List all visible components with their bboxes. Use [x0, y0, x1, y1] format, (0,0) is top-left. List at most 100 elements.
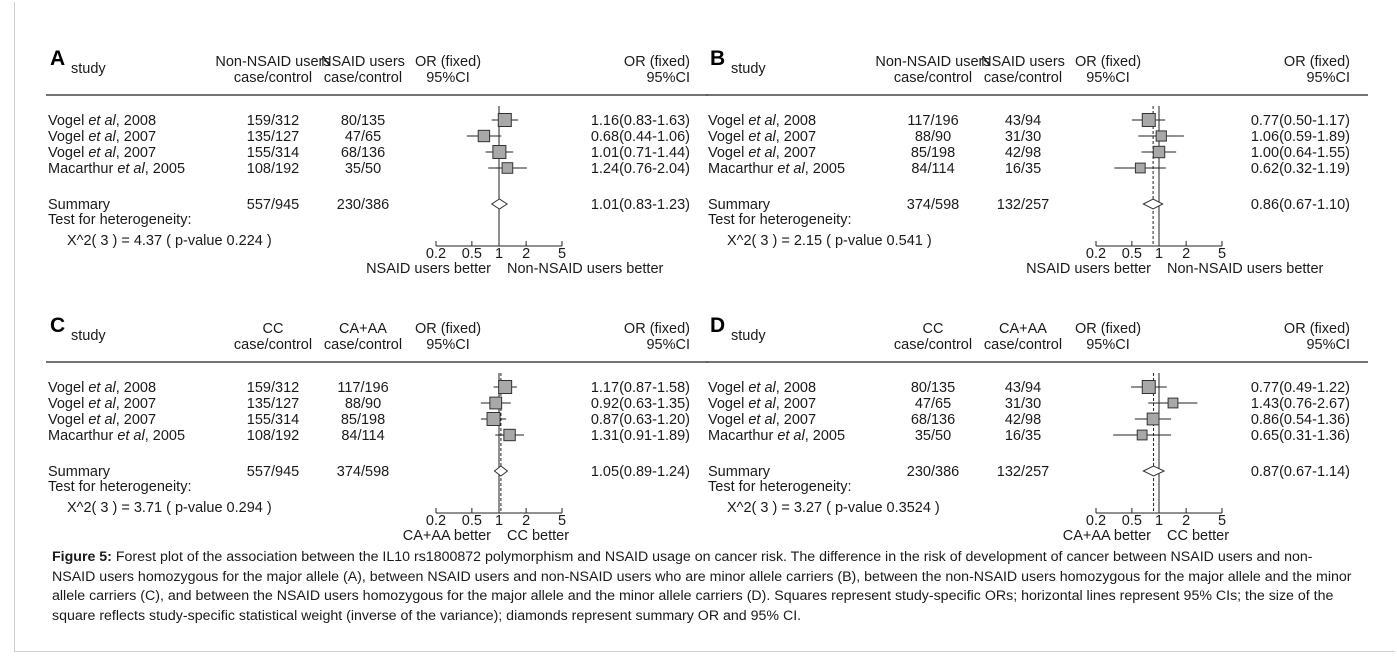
or-ci-value: 0.92(0.63-1.35) [591, 396, 690, 412]
study-label: Vogel et al, 2007 [48, 396, 156, 412]
summary-group2-counts: 132/257 [997, 464, 1049, 480]
study-label: Vogel et al, 2007 [708, 129, 816, 145]
study-or-square [1141, 380, 1156, 394]
study-or-square [1152, 145, 1166, 159]
header-group1-sub: case/control [894, 70, 972, 86]
or-ci-value: 0.68(0.44-1.06) [591, 129, 690, 145]
header-group1-sub: case/control [234, 70, 312, 86]
group2-counts: 31/30 [1005, 396, 1041, 412]
or-ci-value: 1.01(0.71-1.44) [591, 145, 690, 161]
study-year: , 2007 [116, 129, 156, 145]
study-etal: et al [117, 428, 145, 444]
summary-group2-counts: 374/598 [337, 464, 389, 480]
study-author: Vogel [708, 380, 748, 396]
summary-or-ci: 1.01(0.83-1.23) [591, 197, 690, 213]
study-label: Macarthur et al, 2005 [48, 428, 185, 444]
study-or-square [1136, 429, 1148, 441]
header-study: study [731, 61, 766, 77]
study-year: , 2007 [116, 412, 156, 428]
study-etal: et al [777, 428, 805, 444]
header-group1: CC [263, 321, 284, 337]
study-or-square [503, 428, 516, 442]
study-label: Macarthur et al, 2005 [48, 161, 185, 177]
header-ci-sub: 95%CI [646, 70, 690, 86]
study-author: Vogel [48, 129, 88, 145]
group1-counts: 155/314 [247, 145, 299, 161]
study-year: , 2008 [116, 113, 156, 129]
or-ci-value: 1.06(0.59-1.89) [1251, 129, 1350, 145]
x-tick-label: 5 [558, 513, 566, 529]
summary-label: Summary [708, 464, 771, 480]
or-ci-value: 1.24(0.76-2.04) [591, 161, 690, 177]
figure-caption: Figure 5: Forest plot of the association… [52, 548, 1352, 626]
header-group2: NSAID users [321, 54, 405, 70]
group1-counts: 80/135 [911, 380, 955, 396]
study-author: Vogel [708, 129, 748, 145]
x-tick-label: 1 [1155, 246, 1163, 262]
study-year: , 2007 [116, 145, 156, 161]
group2-counts: 117/196 [337, 380, 388, 396]
header-or-ci: 95%CI [1086, 70, 1130, 86]
study-author: Vogel [48, 113, 88, 129]
heterogeneity-stat: X^2( 3 ) = 3.27 ( p-value 0.3524 ) [727, 500, 940, 516]
study-label: Vogel et al, 2008 [708, 113, 816, 129]
study-etal: et al [88, 380, 116, 396]
study-year: , 2007 [776, 129, 816, 145]
panel-letter: A [50, 47, 65, 70]
study-label: Vogel et al, 2007 [48, 412, 156, 428]
study-label: Vogel et al, 2007 [708, 396, 816, 412]
summary-diamond [1142, 198, 1164, 210]
study-year: , 2008 [776, 113, 816, 129]
favors-left-label: CA+AA better [1063, 528, 1151, 544]
favors-left-label: CA+AA better [403, 528, 491, 544]
group1-counts: 155/314 [247, 412, 299, 428]
study-year: , 2008 [776, 380, 816, 396]
study-author: Vogel [708, 396, 748, 412]
study-or-square [1155, 130, 1167, 142]
x-tick-label: 0.5 [462, 513, 482, 529]
study-etal: et al [748, 396, 776, 412]
favors-right-label: CC better [507, 528, 569, 544]
group1-counts: 117/196 [907, 113, 958, 129]
header-group2: CA+AA [339, 321, 387, 337]
study-year: , 2005 [805, 161, 845, 177]
group2-counts: 85/198 [341, 412, 385, 428]
header-group2-sub: case/control [984, 70, 1062, 86]
study-year: , 2005 [145, 161, 185, 177]
study-year: , 2005 [805, 428, 845, 444]
or-ci-value: 1.00(0.64-1.55) [1251, 145, 1350, 161]
study-year: , 2008 [116, 380, 156, 396]
study-etal: et al [88, 145, 116, 161]
panel-letter: B [710, 47, 725, 70]
favors-left-label: NSAID users better [1026, 261, 1151, 277]
or-ci-value: 1.16(0.83-1.63) [591, 113, 690, 129]
or-ci-value: 0.87(0.63-1.20) [591, 412, 690, 428]
x-tick-label: 5 [558, 246, 566, 262]
group1-counts: 108/192 [247, 428, 299, 444]
header-or-ci: 95%CI [426, 70, 470, 86]
favors-right-label: Non-NSAID users better [1167, 261, 1324, 277]
study-or-square [498, 380, 513, 394]
header-or: OR (fixed) [1075, 321, 1141, 337]
summary-group2-counts: 230/386 [337, 197, 389, 213]
study-year: , 2007 [776, 145, 816, 161]
study-author: Macarthur [708, 428, 777, 444]
study-author: Macarthur [708, 161, 777, 177]
or-ci-value: 0.65(0.31-1.36) [1251, 428, 1350, 444]
heterogeneity-label: Test for heterogeneity: [48, 212, 191, 228]
header-ci: OR (fixed) [1284, 54, 1350, 70]
study-etal: et al [88, 129, 116, 145]
panel-letter: D [710, 314, 725, 337]
study-etal: et al [88, 113, 116, 129]
group2-counts: 68/136 [341, 145, 385, 161]
summary-label: Summary [48, 197, 111, 213]
study-year: , 2007 [776, 412, 816, 428]
group1-counts: 135/127 [247, 129, 299, 145]
study-etal: et al [777, 161, 805, 177]
study-label: Vogel et al, 2007 [48, 145, 156, 161]
heterogeneity-stat: X^2( 3 ) = 4.37 ( p-value 0.224 ) [67, 233, 272, 249]
x-tick-label: 2 [522, 513, 530, 529]
